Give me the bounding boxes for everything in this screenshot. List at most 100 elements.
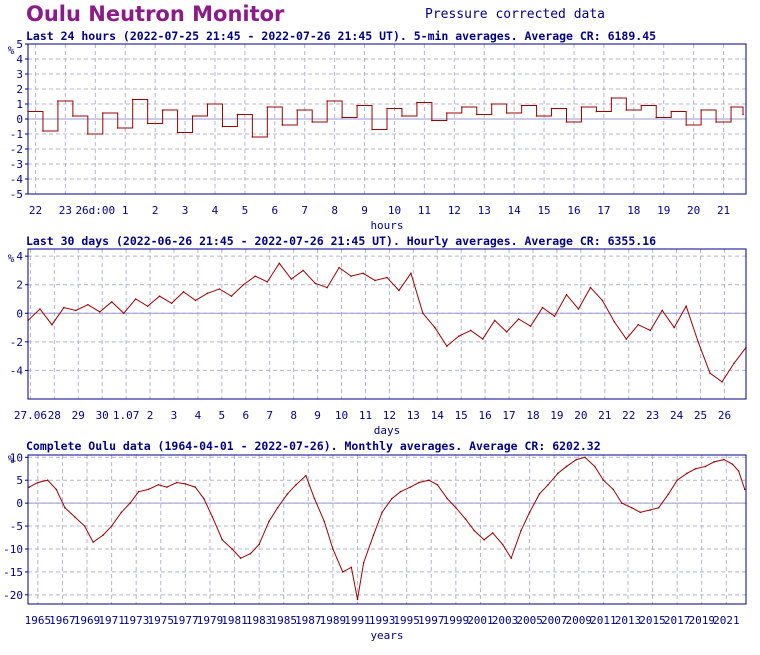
days-30-data-point: [601, 299, 604, 302]
hours-24-data-point: [326, 100, 328, 102]
years-all-data-point: [743, 488, 746, 491]
years-all-data-point: [83, 525, 86, 527]
hours-24-xtick-label: 16: [567, 204, 580, 217]
hours-24-xlabel: hours: [370, 219, 403, 232]
years-all-data-point: [602, 479, 605, 482]
days-30-xtick-label: 6: [242, 409, 249, 422]
days-30-data-point: [398, 289, 400, 292]
years-all-data-point: [157, 484, 160, 486]
hours-24-xtick-label: 5: [242, 204, 249, 217]
days-30-data-point: [469, 329, 472, 332]
years-all-ytick-label: -5: [10, 520, 23, 533]
hours-24-data-point: [715, 121, 717, 123]
hours-24-xtick-label: 19: [657, 204, 670, 217]
hours-24-xtick-label: 23: [59, 204, 72, 217]
hours-24-data-point: [550, 107, 553, 110]
hours-24-data-point: [251, 136, 254, 138]
years-all-series-line: [28, 456, 746, 600]
days-30-data-point: [625, 338, 628, 340]
hours-24-data-point: [730, 106, 732, 108]
hours-24-data-point: [416, 101, 418, 104]
days-30-xtick-label: 9: [314, 409, 321, 422]
hours-24-xtick-label: 22: [29, 204, 42, 217]
years-all-data-point: [341, 571, 344, 573]
hours-24-xtick-label: 4: [212, 204, 219, 217]
days-30-ytick-label: 0: [16, 307, 23, 320]
hours-24-ytick-label: 0: [16, 113, 23, 126]
hours-24-ytick-label: -4: [10, 173, 24, 186]
years-all-xtick-label: 1973: [123, 614, 150, 627]
days-30-data-point: [422, 312, 424, 315]
hours-24-data-point: [221, 125, 224, 128]
days-30-xtick-label: 23: [646, 409, 659, 422]
years-all-data-point: [55, 488, 58, 491]
days-30-data-point: [87, 303, 89, 306]
years-all-data-point: [520, 529, 522, 532]
years-all-xtick-label: 1985: [270, 614, 297, 627]
years-all-data-point: [428, 479, 430, 482]
years-all-data-point: [295, 484, 297, 486]
days-30-data-point: [446, 345, 448, 347]
years-all-data-point: [268, 520, 270, 523]
days-30-data-point: [745, 346, 747, 349]
days-30-xtick-label: 5: [219, 409, 226, 422]
years-all-xtick-label: 1999: [443, 614, 470, 627]
years-all-frame: [27, 454, 747, 605]
years-all-data-point: [491, 532, 494, 534]
days-30-data-point: [362, 272, 364, 275]
days-30-xtick-label: 19: [550, 409, 563, 422]
years-all-xtick-label: 1983: [246, 614, 273, 627]
years-all-ytick-label: -15: [3, 566, 23, 579]
hours-24-data-point: [685, 124, 687, 126]
hours-24-data-point: [191, 115, 194, 117]
years-all-data-point: [639, 511, 642, 514]
days-30-data-point: [673, 326, 675, 329]
hours-24-data-point: [101, 112, 104, 114]
hours-24-data-point: [490, 103, 493, 105]
days-30-data-point: [410, 272, 412, 275]
years-all-data-point: [372, 534, 375, 537]
hours-24-data-point: [311, 121, 314, 123]
hours-24-data-point: [281, 124, 284, 126]
years-all-data-point: [584, 456, 586, 459]
years-all-data-point: [286, 493, 289, 495]
panel-30d-heading: Last 30 days (2022-06-26 21:45 - 2022-07…: [26, 234, 657, 248]
years-all-data-point: [221, 539, 224, 541]
days-30-xtick-label: 7: [266, 409, 273, 422]
years-all-xtick-label: 2007: [541, 614, 568, 627]
hours-24-xtick-label: 11: [418, 204, 431, 217]
days-30-data-point: [230, 295, 233, 297]
days-30-data-point: [302, 269, 305, 272]
years-all-data-point: [713, 461, 715, 463]
days-30-data-point: [661, 309, 664, 312]
years-all-data-point: [332, 548, 334, 550]
days-30-xtick-label: 13: [407, 409, 420, 422]
days-30-xtick-label: 29: [72, 409, 85, 422]
years-all-data-point: [313, 497, 316, 500]
years-all-xtick-label: 1987: [295, 614, 322, 627]
days-30-xtick-label: 16: [479, 409, 492, 422]
hours-24-xtick-label: 1: [122, 204, 129, 217]
years-all-data-point: [28, 486, 31, 488]
years-all-data-point: [676, 479, 678, 482]
days-30-ytick-label: -4: [10, 364, 24, 377]
days-30-data-point: [182, 291, 185, 293]
days-30-data-point: [553, 315, 556, 317]
years-all-data-point: [399, 490, 402, 493]
years-all-xtick-label: 1965: [25, 614, 52, 627]
hours-24-xtick-label: 10: [388, 204, 401, 217]
days-30-data-point: [458, 335, 460, 337]
years-all-data-point: [129, 502, 131, 504]
hours-24-ytick-label: -5: [10, 188, 23, 201]
days-30-data-point: [517, 318, 520, 320]
hours-24-xtick-label: 26d:00: [75, 204, 115, 217]
years-all-xlabel: years: [370, 629, 403, 642]
hours-24-data-point: [700, 109, 702, 111]
hours-24-xtick-label: 12: [448, 204, 461, 217]
years-all-data-point: [120, 511, 123, 514]
days-30-data-point: [709, 372, 711, 375]
years-all-data-point: [362, 561, 365, 564]
years-all-data-point: [46, 479, 49, 482]
days-30-data-point: [206, 292, 209, 295]
years-all-data-point: [409, 486, 412, 488]
